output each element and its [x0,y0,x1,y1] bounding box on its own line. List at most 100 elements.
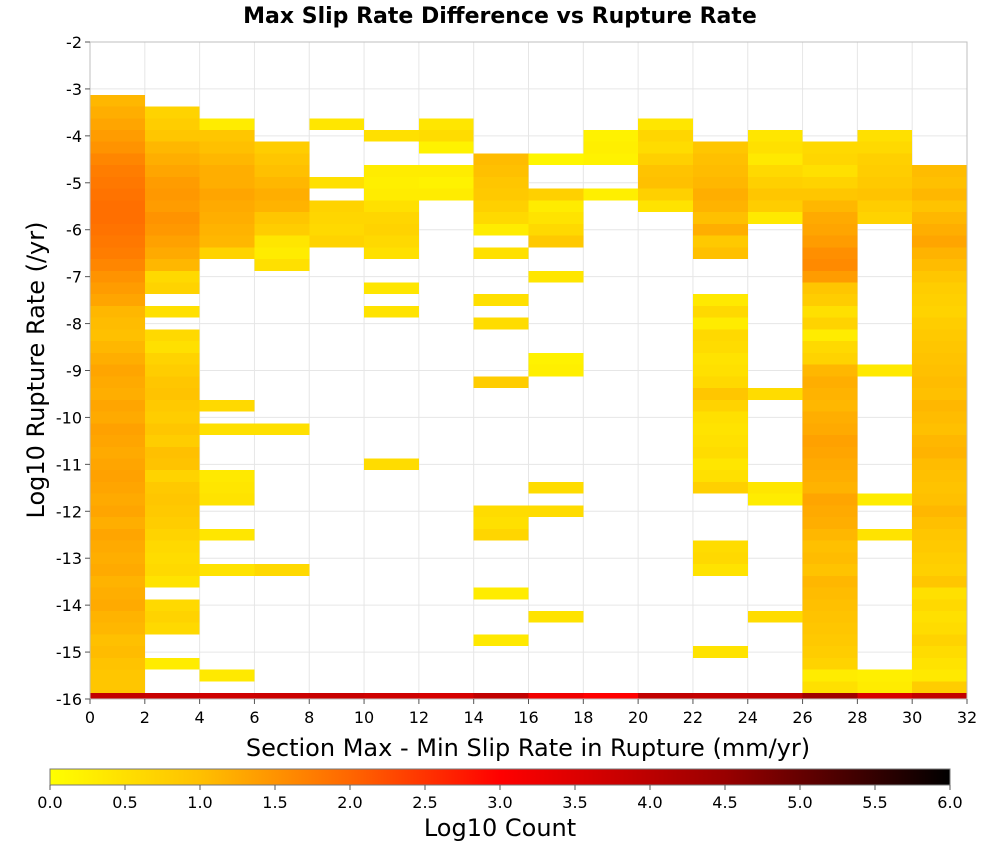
heatmap-cell [912,188,967,201]
heatmap-cell [144,165,200,177]
heatmap-cell [199,200,255,213]
heatmap-cell [144,305,200,318]
heatmap-cell [90,458,145,471]
heatmap-cell [199,470,255,482]
heatmap-cell [364,305,419,318]
heatmap-cell [912,411,967,424]
heatmap-cell [692,223,748,236]
heatmap-cell [802,681,858,694]
heatmap-cell [528,270,584,283]
heatmap-cell [90,282,145,295]
x-tick-label: 30 [902,708,922,727]
heatmap-cell [254,235,310,248]
heatmap-cell [144,352,200,365]
heatmap-cell [857,364,913,377]
heatmap-cell [90,352,145,365]
heatmap-cell [802,223,858,236]
heatmap-cell [692,540,748,553]
heatmap-cell [144,622,200,635]
heatmap-cell [857,693,913,699]
heatmap-cell [144,388,200,400]
heatmap-cell [912,247,967,260]
heatmap-cell [802,282,858,295]
x-tick-label: 16 [518,708,538,727]
heatmap-cell [90,622,145,635]
heatmap-cell [857,681,913,694]
heatmap-cell [802,505,858,518]
heatmap-cell [912,223,967,236]
heatmap-cell [144,470,200,482]
heatmap-cell [144,118,200,130]
heatmap-cell [857,176,913,189]
heatmap-cell [144,693,200,699]
x-tick-label: 0 [85,708,95,727]
x-tick-label: 6 [249,708,259,727]
heatmap-cell [144,329,200,342]
heatmap-cell [473,223,529,236]
heatmap-cell [912,329,967,342]
colorbar-tick-label: 1.5 [262,793,287,812]
heatmap-cell [254,176,310,189]
heatmap-cell [802,294,858,306]
heatmap-cell [199,247,255,260]
colorbar-tick-label: 3.0 [487,793,512,812]
heatmap-cell [473,294,529,306]
heatmap-cell [144,599,200,612]
heatmap-cell [912,376,967,389]
heatmap-cell [90,564,145,576]
heatmap-cell [912,622,967,635]
heatmap-cell [473,634,529,647]
heatmap-cell [418,165,474,177]
heatmap-cell [144,282,200,295]
heatmap-cell [364,458,419,471]
heatmap-cell [528,364,584,377]
heatmap-cell [254,259,310,271]
heatmap-cell [364,212,419,224]
heatmap-cell [747,212,803,224]
heatmap-cell [912,294,967,306]
heatmap-cell [912,540,967,553]
x-tick-label: 32 [957,708,977,727]
heatmap-cell [692,341,748,353]
colorbar-tick-label: 1.0 [187,793,212,812]
heatmap-cell [473,176,529,189]
heatmap-cell [802,388,858,400]
heatmap-cell [199,481,255,494]
heatmap-cell [90,200,145,213]
heatmap-cell [418,118,474,130]
heatmap-cell [144,270,200,283]
heatmap-cell [802,646,858,658]
heatmap-cell [418,141,474,154]
heatmap-cell [90,129,145,142]
heatmap-cell [857,669,913,682]
heatmap-cell [144,423,200,436]
heatmap-cell [857,212,913,224]
heatmap-cell [747,141,803,154]
heatmap-cell [473,693,529,699]
y-tick-label: -12 [56,502,82,521]
heatmap-cell [747,493,803,506]
heatmap-cell [144,188,200,201]
y-tick-label: -4 [66,127,82,146]
heatmap-cell [802,528,858,541]
x-tick-label: 20 [628,708,648,727]
heatmap-cell [802,657,858,670]
y-tick-label: -6 [66,221,82,240]
heatmap-cell [144,399,200,412]
heatmap-cell [90,657,145,670]
heatmap-cell [144,129,200,142]
heatmap-cell [90,176,145,189]
heatmap-cell [802,317,858,330]
y-axis-ticks: -2 -3 -4 -5 -6 -7 -8 -9 -10 -11 -12 -13 -14 -15 -16 [56,33,90,709]
heatmap-cell [254,693,310,699]
heatmap-cell [528,223,584,236]
heatmap-cell [638,118,693,130]
heatmap-cell [802,481,858,494]
heatmap-cell [802,399,858,412]
heatmap-cell [90,317,145,330]
heatmap-cell [528,352,584,365]
heatmap-cell [747,129,803,142]
heatmap-cell [90,388,145,400]
heatmap-cell [90,481,145,494]
heatmap-cell [912,165,967,177]
